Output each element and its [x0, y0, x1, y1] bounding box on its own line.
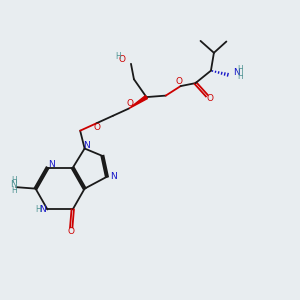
Text: H: H	[237, 72, 243, 81]
Polygon shape	[129, 96, 147, 108]
Text: H: H	[116, 52, 121, 61]
Text: H: H	[11, 186, 17, 195]
Text: O: O	[126, 99, 133, 108]
Text: N: N	[48, 160, 55, 169]
Text: H: H	[11, 176, 17, 184]
Text: O: O	[176, 77, 183, 86]
Text: O: O	[67, 227, 74, 236]
Text: H: H	[36, 205, 41, 214]
Text: N: N	[40, 205, 46, 214]
Text: N: N	[233, 68, 240, 77]
Text: O: O	[118, 55, 126, 64]
Text: O: O	[207, 94, 214, 103]
Text: N: N	[84, 141, 90, 150]
Text: N: N	[110, 172, 117, 181]
Text: O: O	[94, 123, 100, 132]
Text: H: H	[237, 65, 243, 74]
Text: N: N	[11, 180, 17, 189]
